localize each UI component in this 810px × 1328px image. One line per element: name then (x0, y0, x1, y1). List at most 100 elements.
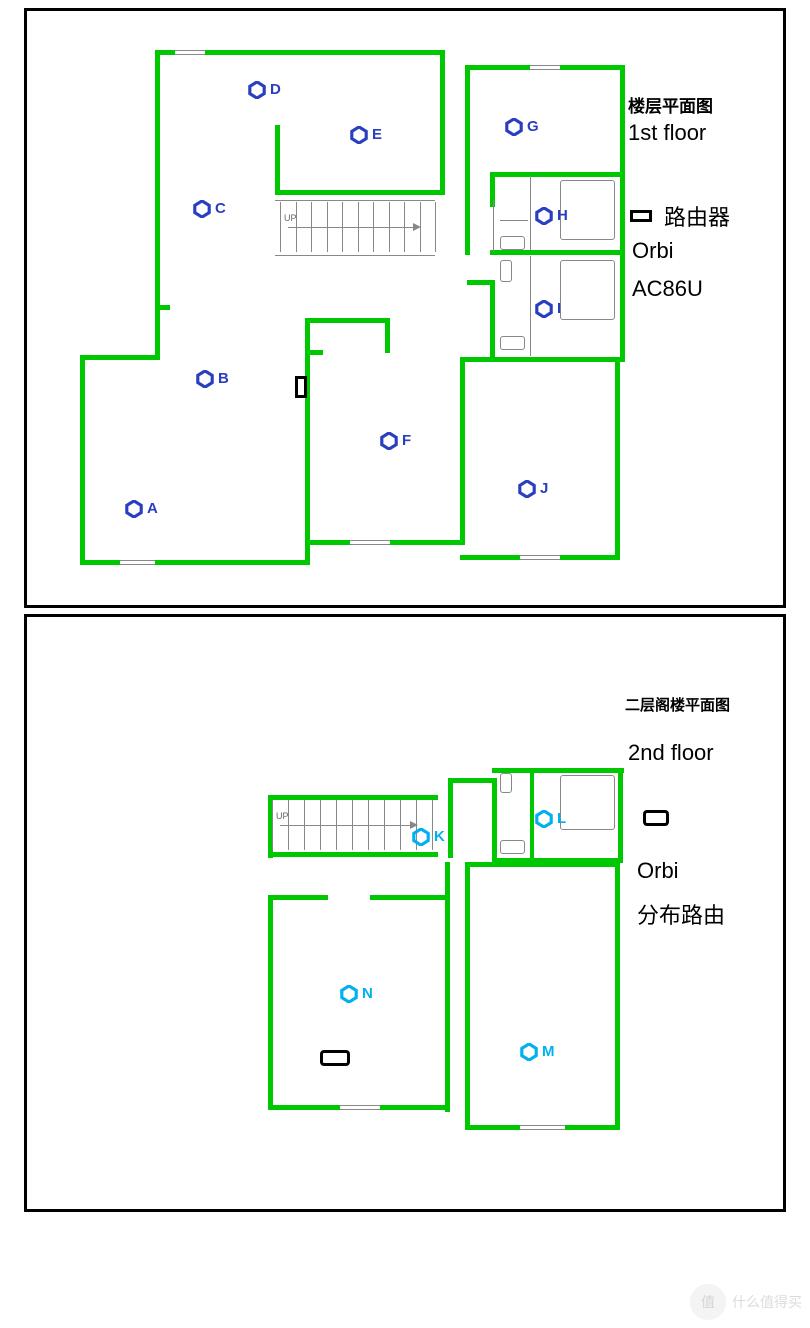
fixture (560, 180, 615, 240)
floor1-title-cn: 楼层平面图 (628, 92, 713, 117)
wall (618, 768, 623, 863)
door (340, 1105, 380, 1110)
wall (80, 355, 160, 360)
wall (490, 172, 625, 177)
wall (448, 778, 453, 858)
router-marker (295, 376, 307, 398)
test-point-label-G: G (527, 118, 539, 135)
fixture (530, 175, 531, 250)
floor1-legend-router-icon (630, 210, 652, 222)
router-marker (320, 1050, 350, 1066)
test-point-I (535, 300, 553, 318)
wall (460, 357, 490, 362)
test-point-label-K: K (434, 828, 445, 845)
test-point-label-C: C (215, 200, 226, 217)
test-point-G (505, 118, 523, 136)
test-point-L (535, 810, 553, 828)
wall (465, 65, 470, 255)
fixture (560, 260, 615, 320)
wall (448, 778, 496, 783)
wall (385, 318, 390, 353)
door (520, 1125, 565, 1130)
wall (80, 560, 310, 565)
test-point-E (350, 126, 368, 144)
wall (620, 65, 625, 175)
wall (492, 778, 497, 858)
test-point-A (125, 500, 143, 518)
stairs-up-label: UP (284, 213, 297, 223)
floor2-title-en: 2nd floor (628, 740, 714, 766)
fixture (500, 840, 525, 854)
fixture (493, 200, 494, 252)
floor2-legend-orbi: Orbi (637, 858, 679, 884)
test-point-label-M: M (542, 1043, 555, 1060)
fixture (500, 336, 525, 350)
test-point-label-B: B (218, 370, 229, 387)
floor2-legend-router-icon (643, 810, 669, 826)
wall (275, 190, 445, 195)
wall (370, 895, 450, 900)
watermark-text: 什么值得买 (732, 1292, 802, 1312)
fixture (560, 775, 615, 830)
wall (467, 280, 492, 285)
wall (305, 318, 390, 323)
door (120, 560, 155, 565)
fixture (500, 260, 512, 282)
wall (460, 357, 465, 545)
fixture (500, 773, 512, 793)
test-point-label-F: F (402, 432, 411, 449)
wall (155, 50, 160, 310)
wall (268, 895, 328, 900)
test-point-label-L: L (557, 810, 566, 827)
wall (490, 280, 495, 360)
floor2-title-cn: 二层阁楼平面图 (625, 694, 730, 715)
test-point-C (193, 200, 211, 218)
floor1-title-en: 1st floor (628, 120, 706, 146)
floor1-legend-ac: AC86U (632, 276, 703, 302)
door (175, 50, 205, 55)
floor2-legend-dist: 分布路由 (637, 898, 725, 930)
stairs: UP (272, 800, 432, 850)
wall (492, 768, 624, 773)
test-point-J (518, 480, 536, 498)
test-point-D (248, 81, 266, 99)
door (520, 555, 560, 560)
wall (155, 305, 160, 360)
fixture (275, 200, 435, 201)
wall (465, 862, 470, 1130)
wall (275, 125, 280, 193)
wall (268, 852, 438, 857)
test-point-label-E: E (372, 126, 382, 143)
wall (445, 862, 450, 1112)
watermark: 值 什么值得买 (690, 1284, 802, 1320)
stairs-up-label: UP (276, 811, 289, 821)
test-point-N (340, 985, 358, 1003)
test-point-label-A: A (147, 500, 158, 517)
stairs: UP (280, 202, 435, 252)
wall (620, 172, 625, 362)
wall (465, 862, 620, 867)
wall (268, 895, 273, 1110)
test-point-F (380, 432, 398, 450)
floor1-legend-orbi: Orbi (632, 238, 674, 264)
fixture (530, 256, 531, 356)
door (350, 540, 390, 545)
wall (440, 50, 445, 195)
wall (615, 862, 620, 1130)
test-point-label-H: H (557, 207, 568, 224)
floor1-legend-router-label: 路由器 (664, 200, 730, 232)
test-point-B (196, 370, 214, 388)
wall (530, 770, 534, 860)
test-point-H (535, 207, 553, 225)
watermark-icon: 值 (690, 1284, 726, 1320)
page: 楼层平面图 1st floor 路由器 Orbi AC86U 二层阁楼平面图 2… (0, 0, 810, 1328)
wall (80, 355, 85, 565)
wall (490, 357, 625, 362)
fixture (275, 255, 435, 256)
wall (155, 305, 170, 310)
test-point-M (520, 1043, 538, 1061)
test-point-label-N: N (362, 985, 373, 1002)
wall (615, 357, 620, 557)
test-point-label-J: J (540, 480, 548, 497)
wall (490, 250, 625, 255)
